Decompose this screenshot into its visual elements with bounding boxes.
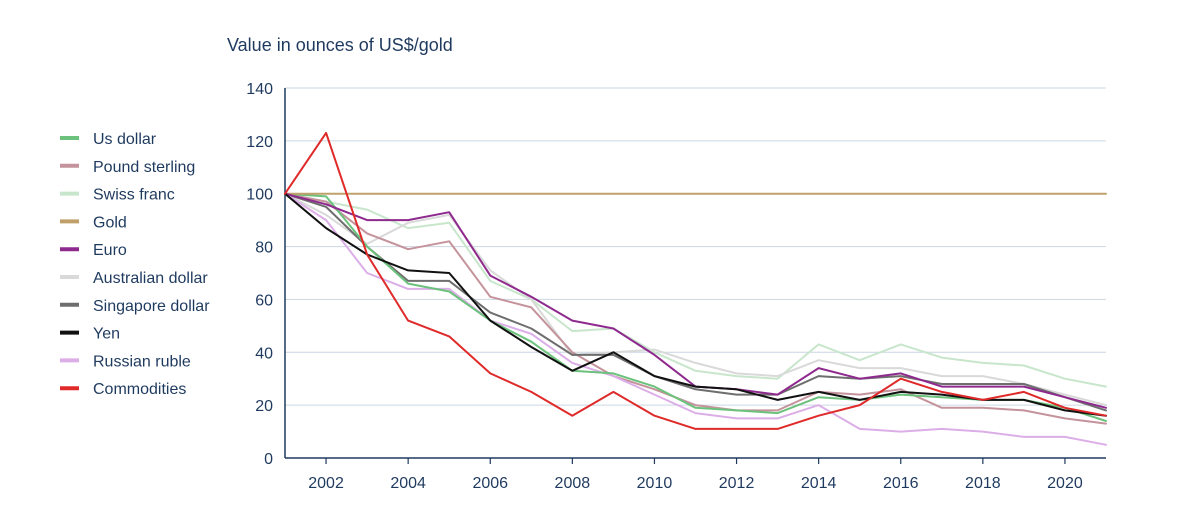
legend-label: Russian ruble: [93, 353, 191, 370]
legend-label: Yen: [93, 326, 120, 343]
legend-label: Swiss franc: [93, 187, 175, 204]
legend-label: Euro: [93, 242, 127, 259]
legend-label: Australian dollar: [93, 270, 208, 287]
legend-label: Commodities: [93, 381, 186, 398]
series-line-swiss-franc: [284, 192, 1107, 388]
gridlines: [285, 87, 1106, 406]
x-tick-label: 2004: [390, 475, 426, 492]
x-tick-label: 2012: [719, 475, 755, 492]
legend-label: Singapore dollar: [93, 298, 210, 315]
y-tick-label: 60: [255, 292, 273, 309]
series-line-pound-sterling: [284, 192, 1107, 425]
y-tick-label: 40: [255, 345, 273, 362]
y-tick-label: 80: [255, 240, 273, 257]
x-tick-label: 2008: [555, 475, 591, 492]
x-tick-label: 2016: [883, 475, 919, 492]
y-tick-label: 100: [246, 187, 273, 204]
series-line-singapore-dollar: [284, 192, 1107, 412]
y-tick-label: 120: [246, 134, 273, 151]
x-tick-label: 2014: [801, 475, 837, 492]
y-tick-label: 0: [264, 451, 273, 468]
x-tick-label: 2002: [308, 475, 344, 492]
y-axis: 0 20 40 60 80 100 120 140: [246, 81, 286, 468]
y-tick-label: 20: [255, 398, 273, 415]
legend-label: Pound sterling: [93, 159, 195, 176]
legend-label: Us dollar: [93, 131, 157, 148]
y-tick-label: 140: [246, 81, 273, 98]
series-lines: [284, 131, 1107, 446]
legend-label: Gold: [93, 214, 127, 231]
x-axis: 2002 2004 2006 2008 2010 2012 2014 2016 2018 2020: [285, 457, 1106, 492]
series-line-yen: [284, 192, 1107, 417]
x-tick-label: 2006: [472, 475, 508, 492]
x-tick-label: 2010: [637, 475, 673, 492]
x-tick-label: 2018: [965, 475, 1001, 492]
y-axis-title: Value in ounces of US$/gold: [227, 35, 453, 55]
series-line-australian-dollar: [284, 192, 1107, 407]
legend: Us dollar Pound sterling Swiss franc Gold Eu…: [60, 131, 210, 398]
series-line-russian-ruble: [284, 192, 1107, 446]
x-tick-label: 2020: [1047, 475, 1083, 492]
series-line-commodities: [284, 131, 1107, 430]
